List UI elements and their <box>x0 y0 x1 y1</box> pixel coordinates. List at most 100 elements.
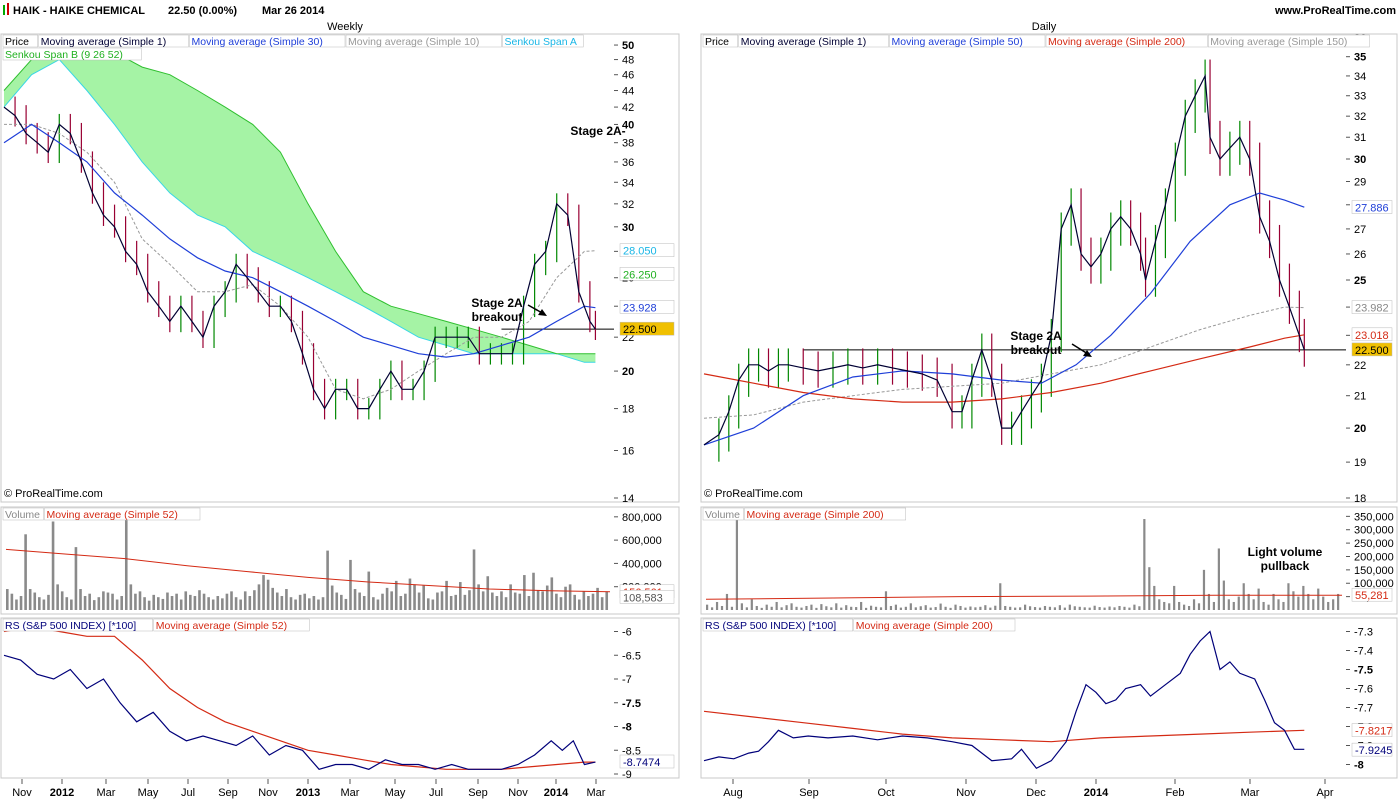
daily-volume-bar <box>820 604 823 610</box>
daily-volume-bar <box>904 606 907 610</box>
weekly-volume-bar <box>449 596 453 610</box>
daily-volume-bar <box>1158 599 1161 610</box>
site-link[interactable]: www.ProRealTime.com <box>1274 5 1396 17</box>
daily-rs-legend-box <box>702 618 853 632</box>
weekly-volume-bar <box>175 593 178 610</box>
weekly-price-legend-box <box>189 34 346 48</box>
weekly-price-axis-tick-label: 42 <box>622 102 634 114</box>
daily-volume-bar <box>840 607 843 610</box>
weekly-volume-bar <box>262 575 265 610</box>
daily-volume-bar <box>1197 603 1201 610</box>
daily-volume-bar <box>790 603 793 610</box>
daily-volume-bar <box>805 605 808 610</box>
daily-volume-axis-tick-label: 250,000 <box>1354 538 1394 550</box>
weekly-rs-axis-tick-label: -6.5 <box>622 650 641 662</box>
daily-x-tick-label: Feb <box>1166 787 1185 799</box>
weekly-volume-bar <box>600 597 604 610</box>
weekly-volume-bar <box>440 591 444 610</box>
weekly-volume-bar <box>523 575 526 610</box>
weekly-volume-bar <box>509 584 512 610</box>
daily-volume-bar <box>1163 601 1166 610</box>
ichimoku-cloud <box>4 52 596 363</box>
daily-rs-axis-tick-label: -8 <box>1354 760 1364 772</box>
daily-volume-bar <box>964 607 967 610</box>
daily-price-axis-tick-label: 26 <box>1354 249 1366 261</box>
daily-volume-bar <box>1297 596 1300 610</box>
daily-badge-sma50-bg <box>1351 200 1393 214</box>
daily-price-axis-tick-label: 27 <box>1354 224 1366 236</box>
daily-volume-bar <box>715 601 719 610</box>
weekly-volume-bar <box>198 590 201 610</box>
weekly-volume-bar <box>349 559 352 610</box>
weekly-title: Weekly <box>327 21 363 33</box>
weekly-volume-bar <box>513 592 517 610</box>
weekly-price-legend-box <box>502 34 584 48</box>
daily-volume-bar <box>1143 519 1146 610</box>
weekly-volume-bar <box>541 591 544 610</box>
daily-volume-bar <box>1004 605 1007 610</box>
weekly-volume-bar <box>326 550 329 610</box>
annotation-pullback: pullback <box>1261 559 1310 573</box>
weekly-volume-bar <box>51 521 55 610</box>
weekly-volume-bar <box>225 593 229 610</box>
weekly-price-axis-tick-label: 40 <box>622 119 634 131</box>
weekly-volume-bar <box>564 586 567 610</box>
daily-volume-bar <box>1277 599 1280 610</box>
weekly-volume-bar <box>106 592 110 610</box>
weekly-volume-bar <box>15 599 18 610</box>
daily-volume-bar <box>1088 607 1091 610</box>
daily-sma150-line <box>703 306 1305 419</box>
weekly-volume-bar <box>481 591 485 610</box>
daily-volume-bar <box>825 606 828 610</box>
daily-price-axis-tick-label: 30 <box>1354 154 1366 166</box>
daily-rs-line <box>703 630 1305 770</box>
weekly-volume-bar <box>404 593 407 610</box>
daily-x-tick-label: Apr <box>1316 787 1333 799</box>
weekly-x-tick-label: May <box>385 787 406 799</box>
daily-volume-bar <box>815 607 818 610</box>
weekly-volume-legend-box <box>44 507 201 521</box>
weekly-price-axis-tick-label: 14 <box>622 493 634 505</box>
daily-volume-bar <box>1212 601 1216 610</box>
weekly-sma30-line <box>3 123 596 358</box>
daily-volume-bar <box>1083 607 1086 610</box>
weekly-volume-bar <box>239 599 242 610</box>
weekly-volume-legend-box <box>2 507 44 521</box>
daily-volume-bar <box>1227 599 1230 610</box>
weekly-volume-bar <box>587 596 590 610</box>
daily-price-axis-tick-label: 25 <box>1354 275 1366 287</box>
weekly-volume-bar <box>202 593 206 610</box>
weekly-volume-axis-tick-label: 600,000 <box>622 535 662 547</box>
weekly-badge-price: 22.500 <box>623 324 657 336</box>
weekly-volume-legend-item: Volume <box>5 509 40 521</box>
weekly-x-tick-label: 2014 <box>544 787 569 799</box>
weekly-volume-bar <box>358 592 361 610</box>
daily-volume-bar <box>1108 606 1111 610</box>
weekly-volume-bar <box>532 572 535 610</box>
weekly-x-tick-label: 2013 <box>296 787 320 799</box>
daily-price-axis-tick-label: 31 <box>1354 132 1366 144</box>
weekly-volume-bar <box>170 596 174 610</box>
daily-x-tick-label: Nov <box>956 787 976 799</box>
daily-volume-legend-item: Moving average (Simple 200) <box>747 509 884 521</box>
weekly-x-tick-label: May <box>138 787 159 799</box>
daily-badge-price-bg <box>1351 342 1393 357</box>
weekly-volume-bar <box>216 596 220 610</box>
daily-volume-bar <box>1133 604 1136 610</box>
weekly-badge-sma30: 23.928 <box>623 302 657 314</box>
weekly-volume-bar <box>426 598 430 610</box>
weekly-volume-bar <box>271 587 274 610</box>
weekly-volume-bar <box>376 599 380 610</box>
daily-volume-bar <box>1098 607 1101 610</box>
daily-volume-bar <box>706 604 709 610</box>
daily-volume-bar <box>879 607 883 610</box>
weekly-volume-bar <box>157 597 160 610</box>
daily-volume-bar <box>1192 599 1196 610</box>
daily-volume-bar <box>760 607 763 610</box>
weekly-volume-bar <box>372 597 375 610</box>
daily-badge-sma50: 27.886 <box>1355 202 1389 214</box>
weekly-volume-bar <box>275 592 279 610</box>
daily-badge-sma150-bg <box>1351 300 1393 314</box>
daily-volume-bar <box>1178 601 1181 610</box>
daily-volume-bar <box>1014 607 1017 610</box>
